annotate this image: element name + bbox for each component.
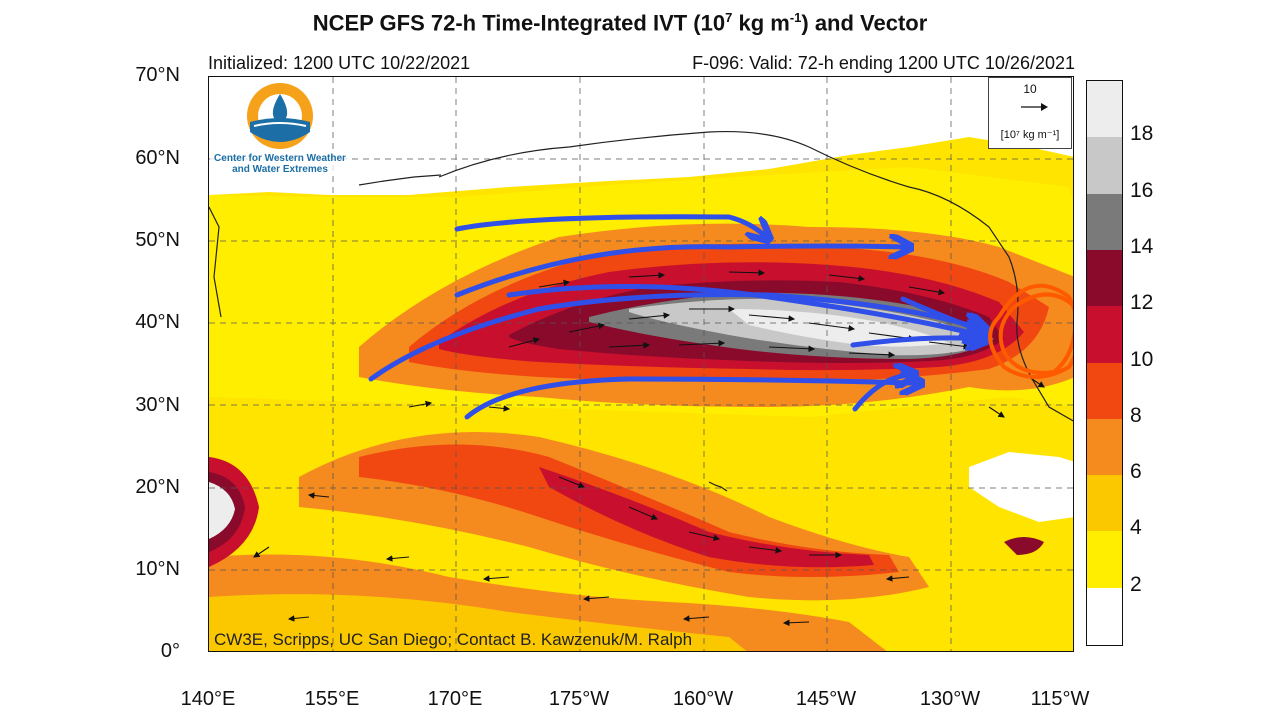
lon-label: 155°E bbox=[304, 688, 360, 710]
lon-label: 175°W bbox=[548, 688, 610, 710]
colorbar-swatch bbox=[1087, 249, 1122, 307]
lon-label: 145°W bbox=[795, 688, 857, 710]
initialized-label: Initialized: 1200 UTC 10/22/2021 bbox=[208, 53, 471, 73]
lon-label: 160°W bbox=[672, 688, 734, 710]
colorbar-swatch bbox=[1087, 137, 1122, 195]
annotation-arrows bbox=[368, 214, 981, 420]
lat-label: 40°N bbox=[135, 311, 180, 333]
colorbar-swatch bbox=[1087, 418, 1122, 476]
reference-vector-unit: [10⁷ kg m⁻¹] bbox=[1000, 129, 1060, 141]
cw3e-logo-icon bbox=[247, 83, 313, 149]
colorbar-swatch bbox=[1087, 81, 1122, 138]
aleutians bbox=[358, 174, 442, 186]
logo-caption: Center for Western Weather and Water Ext… bbox=[210, 153, 350, 175]
colorbar-label: 12 bbox=[1130, 291, 1154, 315]
colorbar-swatch bbox=[1087, 362, 1122, 420]
low-ivt-north bbox=[209, 77, 1073, 195]
credit-label: CW3E, Scripps, UC San Diego; Contact B. … bbox=[214, 630, 693, 649]
colorbar-label: 18 bbox=[1130, 122, 1154, 146]
colorbar bbox=[1086, 80, 1123, 646]
low-ivt-east bbox=[969, 452, 1073, 522]
lat-label: 0° bbox=[160, 640, 180, 662]
colorbar-label: 14 bbox=[1130, 234, 1154, 258]
tropical-plume-12 bbox=[1004, 537, 1044, 555]
kamchatka-coast bbox=[209, 206, 222, 318]
reference-vector-value: 10 bbox=[1023, 82, 1037, 96]
lat-label: 60°N bbox=[135, 147, 180, 169]
colorbar-swatch bbox=[1087, 587, 1122, 645]
lon-label: 130°W bbox=[919, 688, 981, 710]
colorbar-label: 16 bbox=[1130, 178, 1154, 202]
reference-vector-box: 10 [10⁷ kg m⁻¹] bbox=[988, 77, 1072, 149]
colorbar-label: 10 bbox=[1130, 347, 1154, 371]
lon-label: 170°E bbox=[427, 688, 483, 710]
valid-time-label: F-096: Valid: 72-h ending 1200 UTC 10/26… bbox=[692, 53, 1075, 73]
ivt-field bbox=[209, 77, 1073, 651]
highlight-circle bbox=[988, 283, 1073, 379]
colorbar-label: 4 bbox=[1130, 516, 1142, 540]
colorbar-label: 2 bbox=[1130, 572, 1142, 596]
map-title: NCEP GFS 72-h Time-Integrated IVT (107 k… bbox=[312, 10, 928, 36]
ivt-map bbox=[208, 76, 1074, 652]
lon-label: 115°W bbox=[1030, 688, 1090, 710]
colorbar-swatch bbox=[1087, 531, 1122, 589]
lat-label: 70°N bbox=[135, 64, 180, 86]
colorbar-swatch bbox=[1087, 306, 1122, 364]
lat-label: 10°N bbox=[135, 558, 180, 580]
colorbar-swatch bbox=[1087, 475, 1122, 533]
reference-arrow-icon bbox=[1021, 103, 1048, 111]
lat-label: 20°N bbox=[135, 476, 180, 498]
lat-label: 50°N bbox=[135, 229, 180, 251]
colorbar-label: 6 bbox=[1130, 460, 1142, 484]
lon-label: 140°E bbox=[180, 688, 236, 710]
lat-label: 30°N bbox=[135, 394, 180, 416]
hawaii-islands bbox=[708, 481, 728, 492]
colorbar-swatch bbox=[1087, 193, 1122, 251]
colorbar-label: 8 bbox=[1130, 403, 1142, 427]
alaska-coast bbox=[438, 131, 1010, 258]
